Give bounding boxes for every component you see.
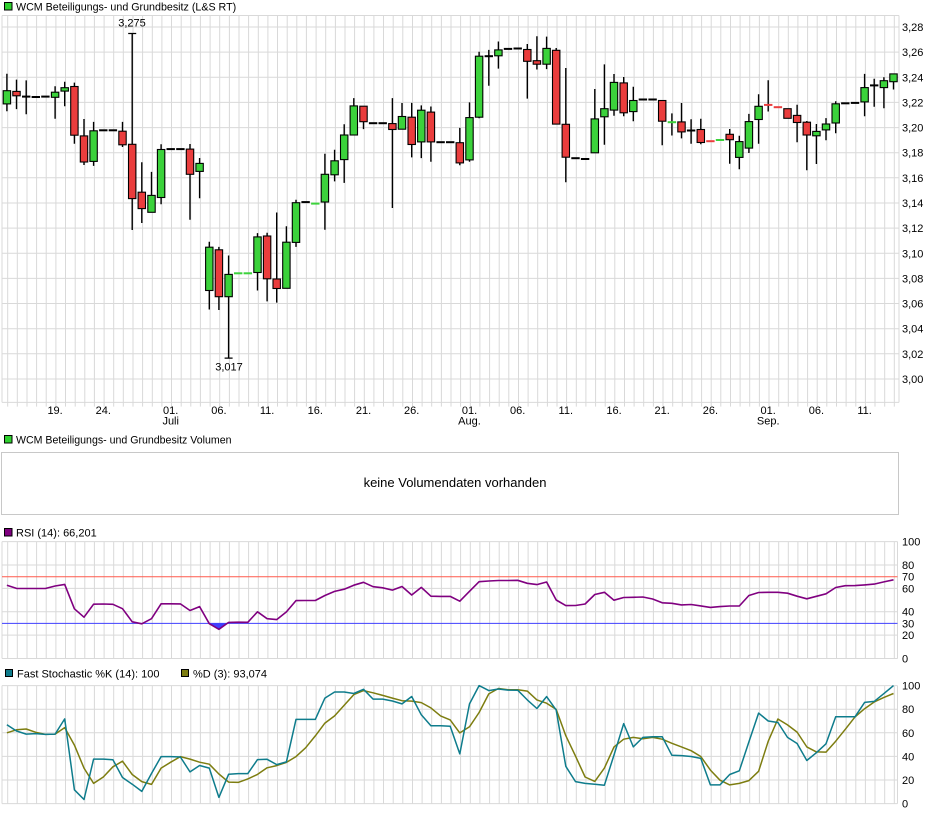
svg-text:%D (3): 93,074: %D (3): 93,074 [193,669,267,681]
svg-text:3,22: 3,22 [902,97,923,109]
svg-text:06.: 06. [211,405,226,417]
svg-text:WCM Beteiligungs- und Grundbes: WCM Beteiligungs- und Grundbesitz (L&S R… [16,2,236,14]
svg-text:21.: 21. [356,405,371,417]
svg-text:3,08: 3,08 [902,273,923,285]
svg-text:3,28: 3,28 [902,22,923,34]
svg-text:20: 20 [902,630,914,642]
svg-text:3,26: 3,26 [902,47,923,59]
svg-text:0: 0 [902,654,908,666]
svg-text:30: 30 [902,618,914,630]
svg-text:06.: 06. [809,405,824,417]
svg-text:01.: 01. [163,405,178,417]
svg-text:24.: 24. [96,405,111,417]
svg-text:3,24: 3,24 [902,72,923,84]
svg-text:3,02: 3,02 [902,349,923,361]
svg-text:keine Volumendaten vorhanden: keine Volumendaten vorhanden [364,475,547,490]
svg-text:3,12: 3,12 [902,223,923,235]
svg-text:Fast Stochastic %K (14): 100: Fast Stochastic %K (14): 100 [17,669,159,681]
svg-text:3,16: 3,16 [902,173,923,185]
svg-text:01.: 01. [761,405,776,417]
svg-text:3,00: 3,00 [902,374,923,386]
svg-text:3,14: 3,14 [902,198,923,210]
svg-text:100: 100 [902,681,920,693]
svg-text:3,06: 3,06 [902,299,923,311]
svg-text:80: 80 [902,560,914,572]
svg-text:16.: 16. [606,405,621,417]
svg-text:RSI (14): 66,201: RSI (14): 66,201 [16,528,97,540]
svg-text:01.: 01. [462,405,477,417]
svg-text:80: 80 [902,704,914,716]
svg-text:40: 40 [902,607,914,619]
svg-text:06.: 06. [510,405,525,417]
svg-text:20: 20 [902,775,914,787]
svg-text:Juli: Juli [162,416,179,428]
svg-text:100: 100 [902,537,920,549]
svg-text:16.: 16. [308,405,323,417]
svg-text:3,017: 3,017 [215,362,243,374]
svg-text:60: 60 [902,583,914,595]
svg-text:3,18: 3,18 [902,148,923,160]
svg-text:11.: 11. [559,405,573,417]
svg-text:3,04: 3,04 [902,324,923,336]
svg-text:26.: 26. [404,405,419,417]
svg-text:60: 60 [902,728,914,740]
svg-text:11.: 11. [260,405,274,417]
svg-text:26.: 26. [703,405,718,417]
svg-text:Aug.: Aug. [458,416,481,428]
svg-text:3,275: 3,275 [118,18,146,30]
svg-text:11.: 11. [857,405,871,417]
svg-text:3,10: 3,10 [902,248,923,260]
svg-text:21.: 21. [655,405,670,417]
svg-text:WCM Beteiligungs- und Grundbes: WCM Beteiligungs- und Grundbesitz Volume… [16,435,232,447]
svg-text:Sep.: Sep. [757,416,780,428]
svg-text:70: 70 [902,572,914,584]
svg-text:0: 0 [902,799,908,811]
svg-text:3,20: 3,20 [902,123,923,135]
svg-text:40: 40 [902,751,914,763]
svg-text:19.: 19. [47,405,62,417]
